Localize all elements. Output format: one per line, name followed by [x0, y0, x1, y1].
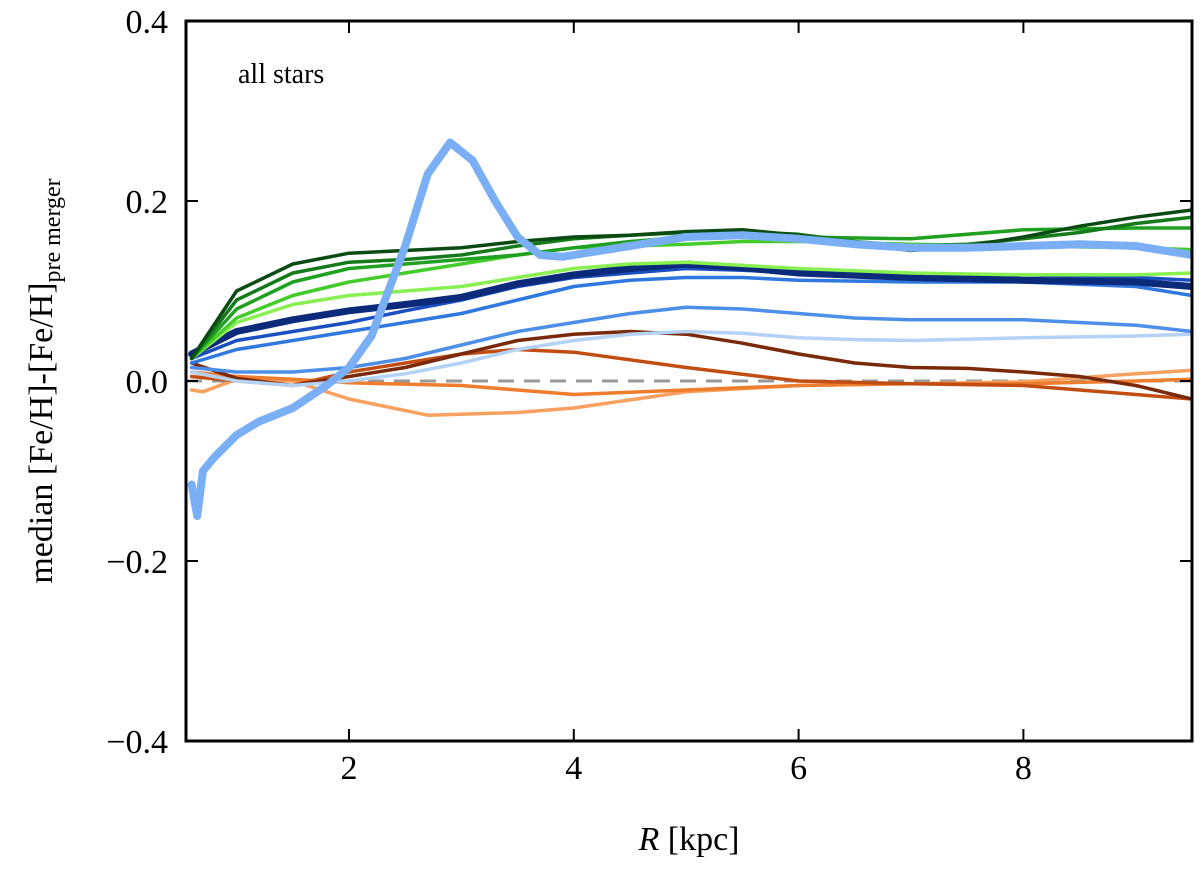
- series-line-12: [189, 226, 1192, 361]
- x-tick-label: 2: [340, 750, 357, 787]
- tick-layer: 2 4 6 8 −0.4 −0.2 0.0 0.2 0.4: [106, 4, 1192, 787]
- series-layer: [187, 138, 1192, 520]
- x-axis-title-unit: [kpc]: [659, 821, 739, 858]
- x-axis-title-variable: R: [637, 821, 659, 858]
- y-tick-label: 0.0: [126, 364, 169, 401]
- y-tick-label: −0.4: [106, 724, 168, 761]
- x-tick-label: 4: [565, 750, 582, 787]
- annotation: all stars: [238, 59, 324, 90]
- y-tick-label: 0.4: [126, 4, 169, 41]
- series-line-6: [189, 305, 1192, 374]
- series-line-14: [189, 208, 1192, 361]
- series-line-9: [188, 260, 1192, 358]
- series-line-11: [189, 239, 1192, 361]
- series-line-2: [189, 370, 1192, 397]
- y-axis-title-main: median [Fe/H]-[Fe/H]: [23, 282, 60, 583]
- x-tick-label: 6: [790, 750, 807, 787]
- y-tick-label: −0.2: [106, 544, 168, 581]
- y-axis-title: median [Fe/H]-[Fe/H]pre merger: [23, 178, 66, 583]
- series-line-15: [187, 138, 1192, 520]
- x-tick-label: 8: [1015, 750, 1032, 787]
- x-axis-title: R [kpc]: [637, 821, 739, 858]
- series-line-10: [189, 260, 1192, 361]
- y-tick-label: 0.2: [126, 184, 169, 221]
- series-line-4: [189, 329, 1192, 401]
- y-axis-title-subscript: pre merger: [40, 178, 66, 282]
